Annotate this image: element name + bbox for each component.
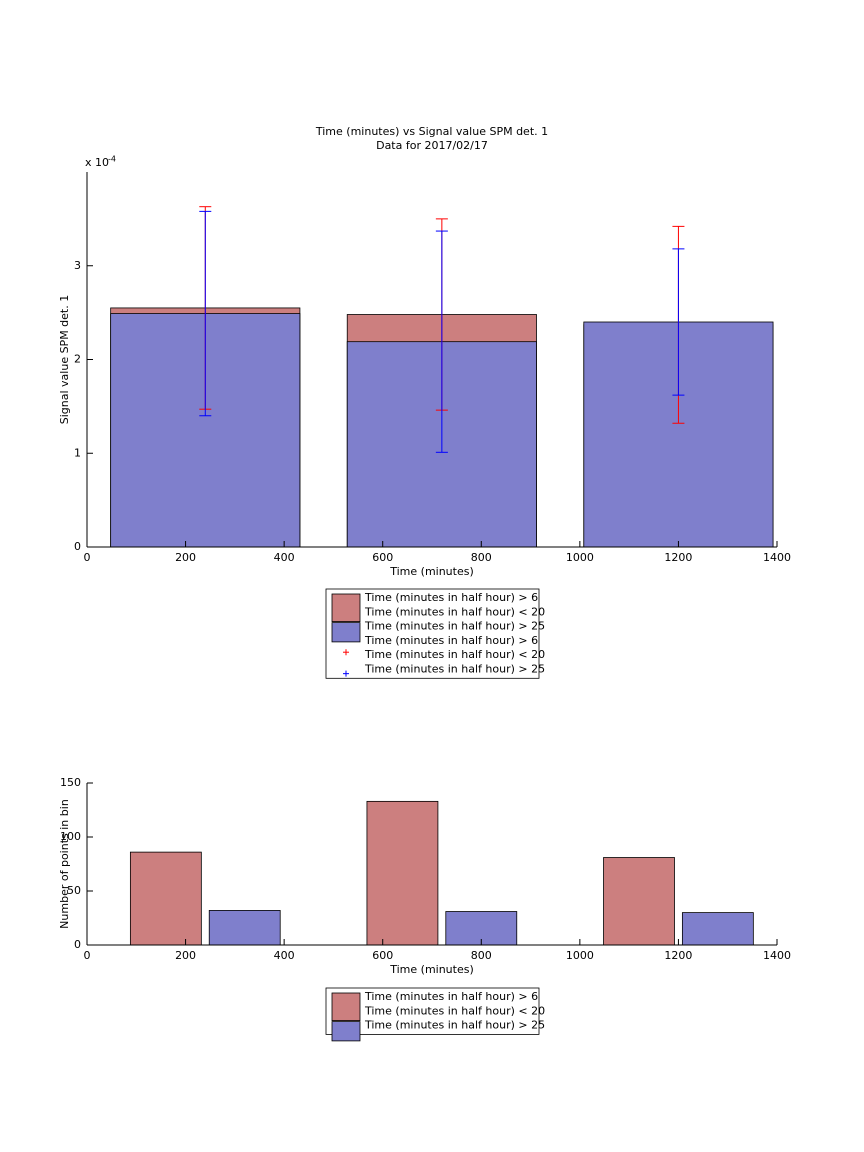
y-tick-label: 0: [74, 938, 81, 951]
chart-subtitle: Data for 2017/02/17: [376, 139, 488, 152]
bar: [208, 910, 281, 946]
y-axis-label: Signal value SPM det. 1: [58, 295, 71, 425]
bar: [129, 851, 202, 946]
legend-swatch: [331, 593, 361, 623]
x-tick-label: 400: [274, 949, 295, 962]
chart-title: Time (minutes) vs Signal value SPM det. …: [315, 125, 548, 138]
bar: [366, 800, 439, 946]
legend-swatch: [331, 1021, 361, 1042]
legend-label: Time (minutes in half hour) < 20: [364, 1004, 545, 1017]
error-bar: [672, 248, 685, 396]
x-axis-label: Time (minutes): [389, 963, 474, 976]
x-tick-label: 200: [175, 551, 196, 564]
legend-label: Time (minutes in half hour) < 20: [364, 605, 545, 618]
legend-marker: [343, 649, 349, 656]
x-tick-label: 800: [471, 949, 492, 962]
y-tick-label: 100: [60, 830, 81, 843]
legend-label: Time (minutes in half hour) > 25: [364, 663, 545, 676]
bar: [603, 857, 675, 946]
y-tick-label: 0: [74, 540, 81, 553]
y-tick-label: 150: [60, 776, 81, 789]
legend-box: [325, 987, 540, 1035]
x-tick-label: 0: [84, 551, 91, 564]
y-tick-label: 2: [74, 353, 81, 366]
legend-label: Time (minutes in half hour) > 25: [364, 1019, 545, 1032]
x-tick-label: 1400: [763, 949, 791, 962]
x-tick-label: 1200: [664, 949, 692, 962]
bar: [681, 912, 754, 946]
legend-label: Time (minutes in half hour) > 6: [364, 591, 538, 604]
x-tick-label: 800: [471, 551, 492, 564]
y-multiplier-exponent: -4: [108, 155, 116, 164]
x-tick-label: 0: [84, 949, 91, 962]
y-axis-label: Number of points in bin: [58, 799, 71, 929]
x-tick-label: 1000: [566, 551, 594, 564]
legend-box: [325, 588, 540, 679]
error-bar: [199, 210, 212, 417]
legend-label: Time (minutes in half hour) < 20: [364, 648, 545, 661]
x-tick-label: 600: [372, 551, 393, 564]
y-tick-label: 1: [74, 446, 81, 459]
x-tick-label: 400: [274, 551, 295, 564]
legend-label: Time (minutes in half hour) > 6: [364, 990, 538, 1003]
legend-marker: [343, 670, 349, 677]
legend-swatch: [331, 992, 361, 1022]
y-tick-label: 3: [74, 259, 81, 272]
legend-swatch: [331, 622, 361, 643]
x-tick-label: 1200: [664, 551, 692, 564]
x-tick-label: 1000: [566, 949, 594, 962]
x-tick-label: 600: [372, 949, 393, 962]
x-tick-label: 1400: [763, 551, 791, 564]
x-axis-label: Time (minutes): [389, 565, 474, 578]
error-bar: [435, 230, 448, 453]
y-multiplier: x 10: [85, 156, 109, 169]
y-tick-label: 50: [67, 884, 81, 897]
legend-label: Time (minutes in half hour) > 6: [364, 634, 538, 647]
legend-label: Time (minutes in half hour) > 25: [364, 620, 545, 633]
x-tick-label: 200: [175, 949, 196, 962]
